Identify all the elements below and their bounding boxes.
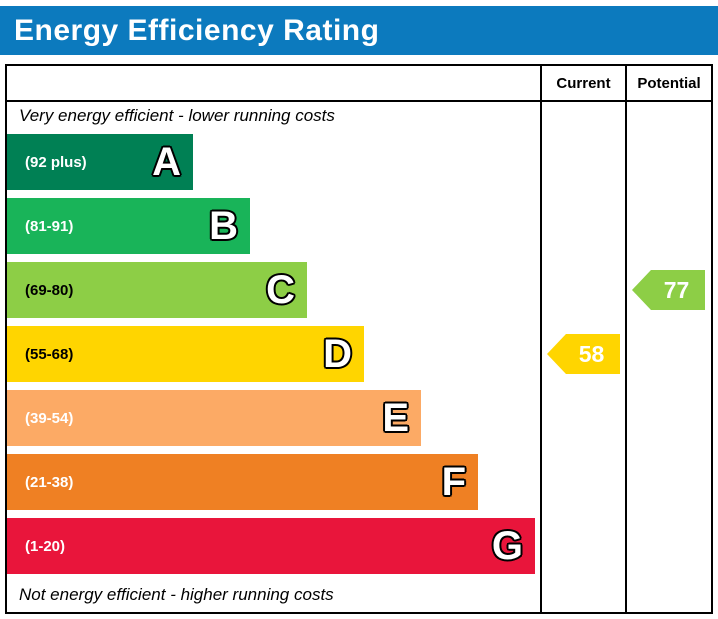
band-letter: F	[441, 460, 466, 504]
page-title: Energy Efficiency Rating	[14, 13, 380, 47]
header-spacer	[7, 66, 540, 100]
band-bar-e: (39-54) E	[7, 390, 421, 446]
band-range-label: (1-20)	[25, 537, 66, 555]
band-letter: D	[323, 332, 352, 376]
band-bar-b: (81-91) B	[7, 198, 250, 254]
band-bar-g: (1-20) G	[7, 518, 535, 574]
band-range-label: (21-38)	[25, 473, 74, 491]
bands-container: (92 plus) A (81-91) B (69-80) C (55-68) D (39-54…	[7, 130, 540, 578]
band-row-d: (55-68) D	[7, 322, 540, 386]
bands-area: Very energy efficient - lower running co…	[7, 102, 540, 612]
top-note: Very energy efficient - lower running co…	[19, 106, 335, 125]
band-letter: A	[152, 140, 181, 184]
band-row-g: (1-20) G	[7, 514, 540, 578]
band-bar-d: (55-68) D	[7, 326, 364, 382]
band-letter: G	[491, 524, 523, 568]
chart-header-row: Current Potential	[7, 66, 711, 102]
bottom-note: Not energy efficient - higher running co…	[19, 585, 334, 604]
band-bar-f: (21-38) F	[7, 454, 478, 510]
band-letter: E	[382, 396, 409, 440]
band-row-a: (92 plus) A	[7, 130, 540, 194]
current-rating-arrow: 58	[547, 334, 620, 374]
band-row-f: (21-38) F	[7, 450, 540, 514]
band-letter: B	[209, 204, 238, 248]
potential-rating-arrow: 77	[632, 270, 705, 310]
band-range-label: (81-91)	[25, 217, 74, 235]
potential-column-body: 77	[625, 102, 711, 612]
band-letter: C	[266, 268, 295, 312]
band-range-label: (39-54)	[25, 409, 74, 427]
current-column-body: 58	[540, 102, 625, 612]
band-row-b: (81-91) B	[7, 194, 540, 258]
band-bar-c: (69-80) C	[7, 262, 307, 318]
band-row-e: (39-54) E	[7, 386, 540, 450]
page-title-bar: Energy Efficiency Rating	[0, 6, 718, 55]
band-range-label: (69-80)	[25, 281, 74, 299]
current-column-header: Current	[540, 66, 625, 100]
band-range-label: (92 plus)	[25, 153, 87, 171]
chart-body: Very energy efficient - lower running co…	[7, 102, 711, 612]
band-bar-a: (92 plus) A	[7, 134, 193, 190]
energy-efficiency-chart: Current Potential Very energy efficient …	[5, 64, 713, 614]
band-range-label: (55-68)	[25, 345, 74, 363]
potential-column-header: Potential	[625, 66, 711, 100]
band-row-c: (69-80) C	[7, 258, 540, 322]
